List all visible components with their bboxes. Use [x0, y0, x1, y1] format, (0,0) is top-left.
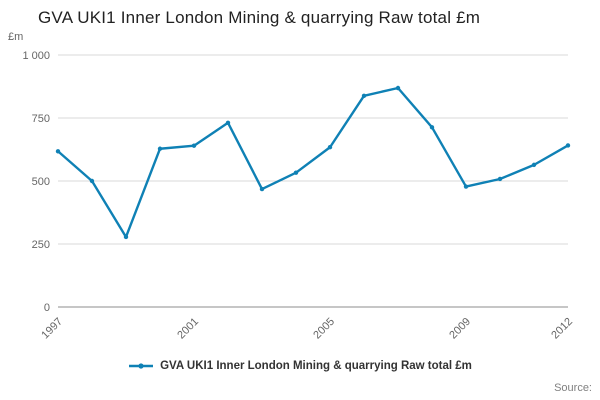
- y-axis-unit-label: £m: [8, 31, 24, 43]
- x-tick-label: 2012: [549, 316, 575, 342]
- x-tick-label: 2005: [311, 316, 337, 342]
- data-point: [293, 170, 299, 175]
- data-point: [531, 162, 537, 168]
- data-point: [191, 143, 197, 148]
- source-label: Source:: [554, 382, 592, 394]
- y-tick-label: 1 000: [22, 50, 50, 62]
- y-tick-label: 250: [32, 239, 50, 251]
- legend-label: GVA UKI1 Inner London Mining & quarrying…: [160, 360, 472, 372]
- data-point: [497, 176, 503, 182]
- data-point: [361, 93, 367, 99]
- x-tick-label: 1997: [39, 316, 65, 342]
- line-chart: 0 250 500 750 1 000 1997 2001 2005 2009 2012: [22, 50, 575, 342]
- chart-title: GVA UKI1 Inner London Mining & quarrying…: [38, 8, 481, 27]
- data-point: [565, 143, 571, 148]
- data-point: [395, 85, 401, 91]
- data-point: [157, 146, 163, 151]
- data-point: [327, 145, 333, 150]
- data-line: [56, 86, 570, 239]
- data-point: [429, 125, 435, 130]
- x-tick-label: 2001: [175, 316, 201, 342]
- data-point: [123, 234, 129, 240]
- legend-item[interactable]: GVA UKI1 Inner London Mining & quarrying…: [0, 360, 600, 372]
- data-point: [463, 184, 469, 189]
- y-tick-label: 500: [32, 176, 50, 188]
- legend-line-icon: [129, 363, 154, 369]
- data-point: [259, 186, 265, 192]
- x-tick-label: 2009: [447, 316, 473, 342]
- data-point: [55, 149, 61, 154]
- y-tick-label: 0: [44, 302, 50, 314]
- y-tick-label: 750: [32, 113, 50, 125]
- data-point: [225, 120, 231, 125]
- data-point: [89, 178, 95, 184]
